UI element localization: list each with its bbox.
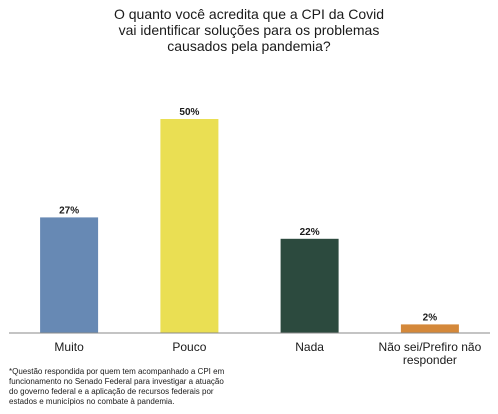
- footnote: *Questão respondida por quem tem acompan…: [9, 367, 329, 407]
- footnote-line: funcionamento no Senado Federal para inv…: [9, 377, 224, 386]
- footnote-line: do governo federal e a aplicação de recu…: [9, 387, 214, 396]
- bar-2: [280, 238, 339, 333]
- bar-3: [400, 324, 459, 333]
- chart-title: O quanto você acredita que a CPI da Covi…: [0, 6, 498, 54]
- bar-value-label: 2%: [423, 312, 438, 323]
- footnote-line: estados e municípios no combate à pandem…: [9, 397, 175, 406]
- bar-1: [160, 119, 219, 333]
- bar-value-label: 27%: [59, 205, 79, 216]
- category-label: Nada: [295, 340, 324, 354]
- bar-0: [40, 217, 99, 333]
- chart-title-line: vai identificar soluções para os problem…: [118, 22, 380, 38]
- bar-value-label: 50%: [179, 107, 199, 118]
- category-label: responder: [403, 353, 457, 367]
- bar-value-label: 22%: [300, 227, 320, 238]
- chart-title-line: O quanto você acredita que a CPI da Covi…: [113, 6, 385, 22]
- footnote-line: *Questão respondida por quem tem acompan…: [9, 367, 225, 376]
- chart-title-line: causados pela pandemia?: [167, 38, 331, 54]
- category-label: Pouco: [172, 340, 206, 354]
- category-label: Não sei/Prefiro não: [379, 340, 482, 354]
- category-label: Muito: [54, 340, 84, 354]
